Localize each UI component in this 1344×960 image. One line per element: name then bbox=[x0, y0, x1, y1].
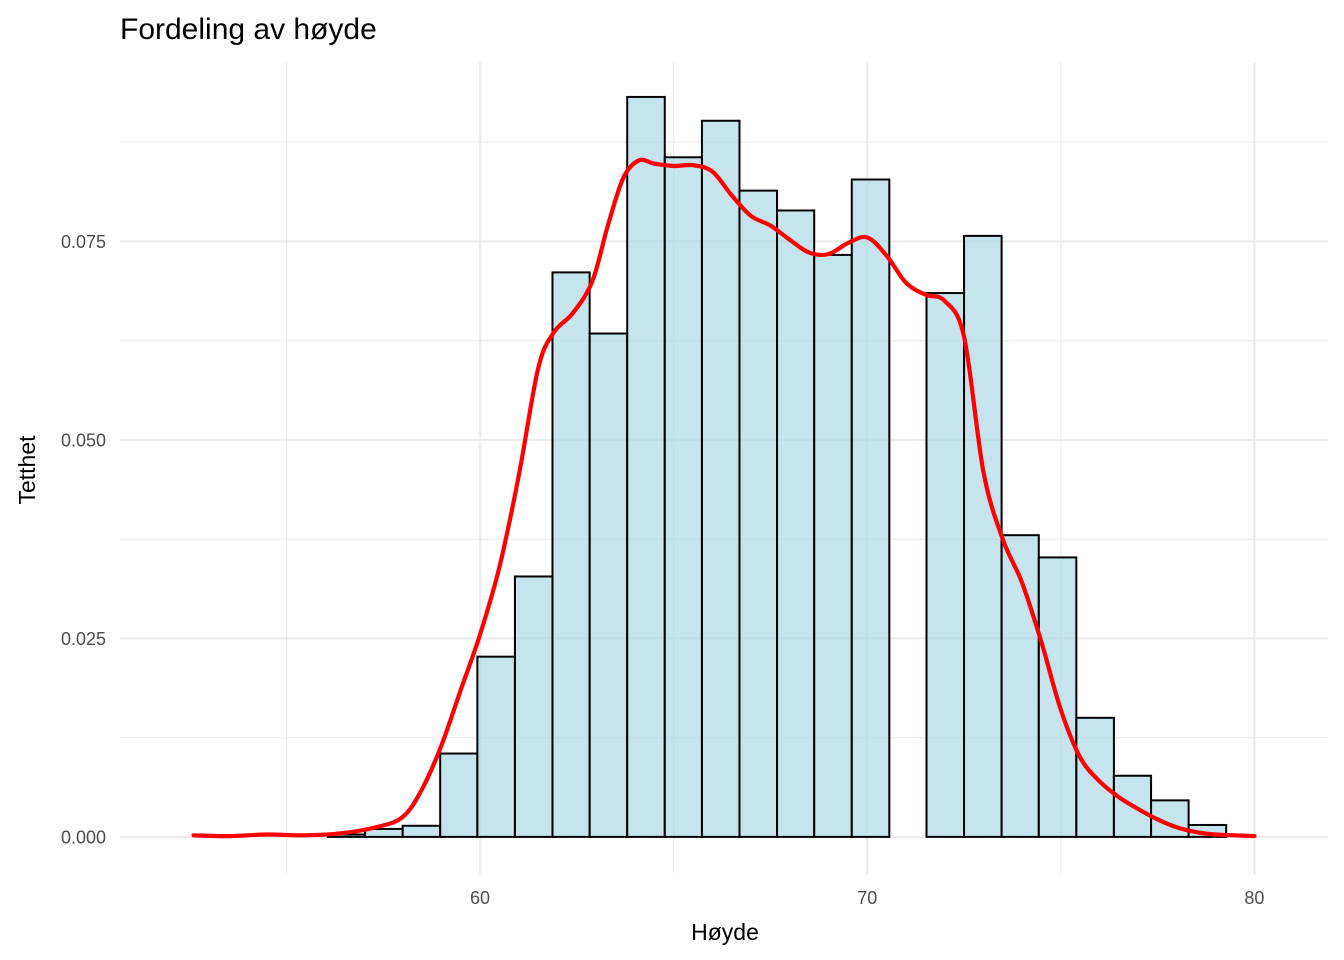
y-tick-label: 0.075 bbox=[61, 232, 106, 252]
histogram-bar bbox=[850, 178, 891, 838]
x-tick-label: 80 bbox=[1244, 888, 1264, 908]
x-axis-title: Høyde bbox=[691, 919, 759, 945]
histogram-bar bbox=[476, 655, 516, 838]
histogram-bar bbox=[513, 575, 554, 838]
histogram-bar bbox=[439, 752, 479, 838]
y-tick-label: 0.025 bbox=[61, 629, 106, 649]
x-tick-label: 60 bbox=[470, 888, 490, 908]
histogram-bar bbox=[925, 292, 966, 838]
x-axis-tick-labels: 60 70 80 bbox=[470, 888, 1264, 908]
histogram-bar bbox=[813, 253, 853, 838]
histogram-bar bbox=[626, 95, 666, 838]
histogram-bars bbox=[326, 95, 1228, 838]
histogram-bar bbox=[738, 189, 779, 838]
x-tick-label: 70 bbox=[857, 888, 877, 908]
chart-title: Fordeling av høyde bbox=[120, 13, 377, 46]
histogram-bar bbox=[401, 824, 442, 838]
y-tick-label: 0.000 bbox=[61, 827, 106, 847]
histogram-bar bbox=[1037, 556, 1078, 838]
y-tick-label: 0.050 bbox=[61, 430, 106, 450]
histogram-bar bbox=[776, 209, 816, 838]
histogram-bar bbox=[1000, 534, 1040, 838]
histogram-bar bbox=[663, 156, 703, 838]
density-curve bbox=[191, 157, 1257, 839]
y-axis-title: Tetthet bbox=[14, 435, 40, 505]
histogram-bar bbox=[963, 234, 1003, 838]
histogram-bar bbox=[551, 271, 591, 838]
histogram-bar bbox=[700, 119, 741, 838]
y-axis-tick-labels: 0.000 0.025 0.050 0.075 bbox=[61, 232, 106, 847]
histogram-bar bbox=[588, 332, 629, 838]
